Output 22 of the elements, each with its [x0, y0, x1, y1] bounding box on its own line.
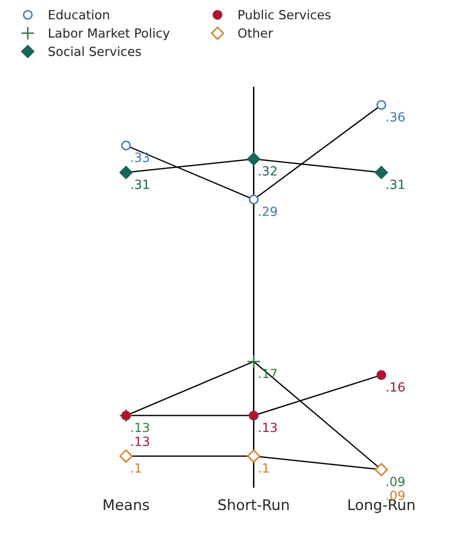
data-label: .31: [386, 180, 404, 190]
legend-label: Education: [49, 10, 109, 20]
data-label: .13: [132, 436, 150, 446]
x-tick-label: Long-Run: [348, 499, 414, 514]
data-label: .1: [259, 463, 269, 473]
data-label: .31: [132, 180, 149, 190]
data-label: .09: [386, 476, 405, 486]
data-label: .32: [259, 166, 276, 176]
x-tick-label: Means: [104, 499, 149, 510]
data-label: .29: [259, 206, 277, 216]
data-label: .13: [259, 422, 277, 432]
legend-label: Public Services: [238, 10, 331, 20]
data-label: .36: [386, 112, 405, 122]
data-label: .1: [132, 463, 141, 473]
legend-label: Social Services: [48, 46, 141, 56]
legend-label: Other: [238, 28, 273, 38]
data-label: .16: [386, 382, 405, 392]
data-label: .33: [132, 152, 150, 162]
data-label: .09: [386, 490, 405, 500]
legend-label: Labor Market Policy: [49, 28, 170, 40]
x-tick-label: Short-Run: [218, 498, 289, 510]
data-label: .13: [132, 422, 150, 432]
